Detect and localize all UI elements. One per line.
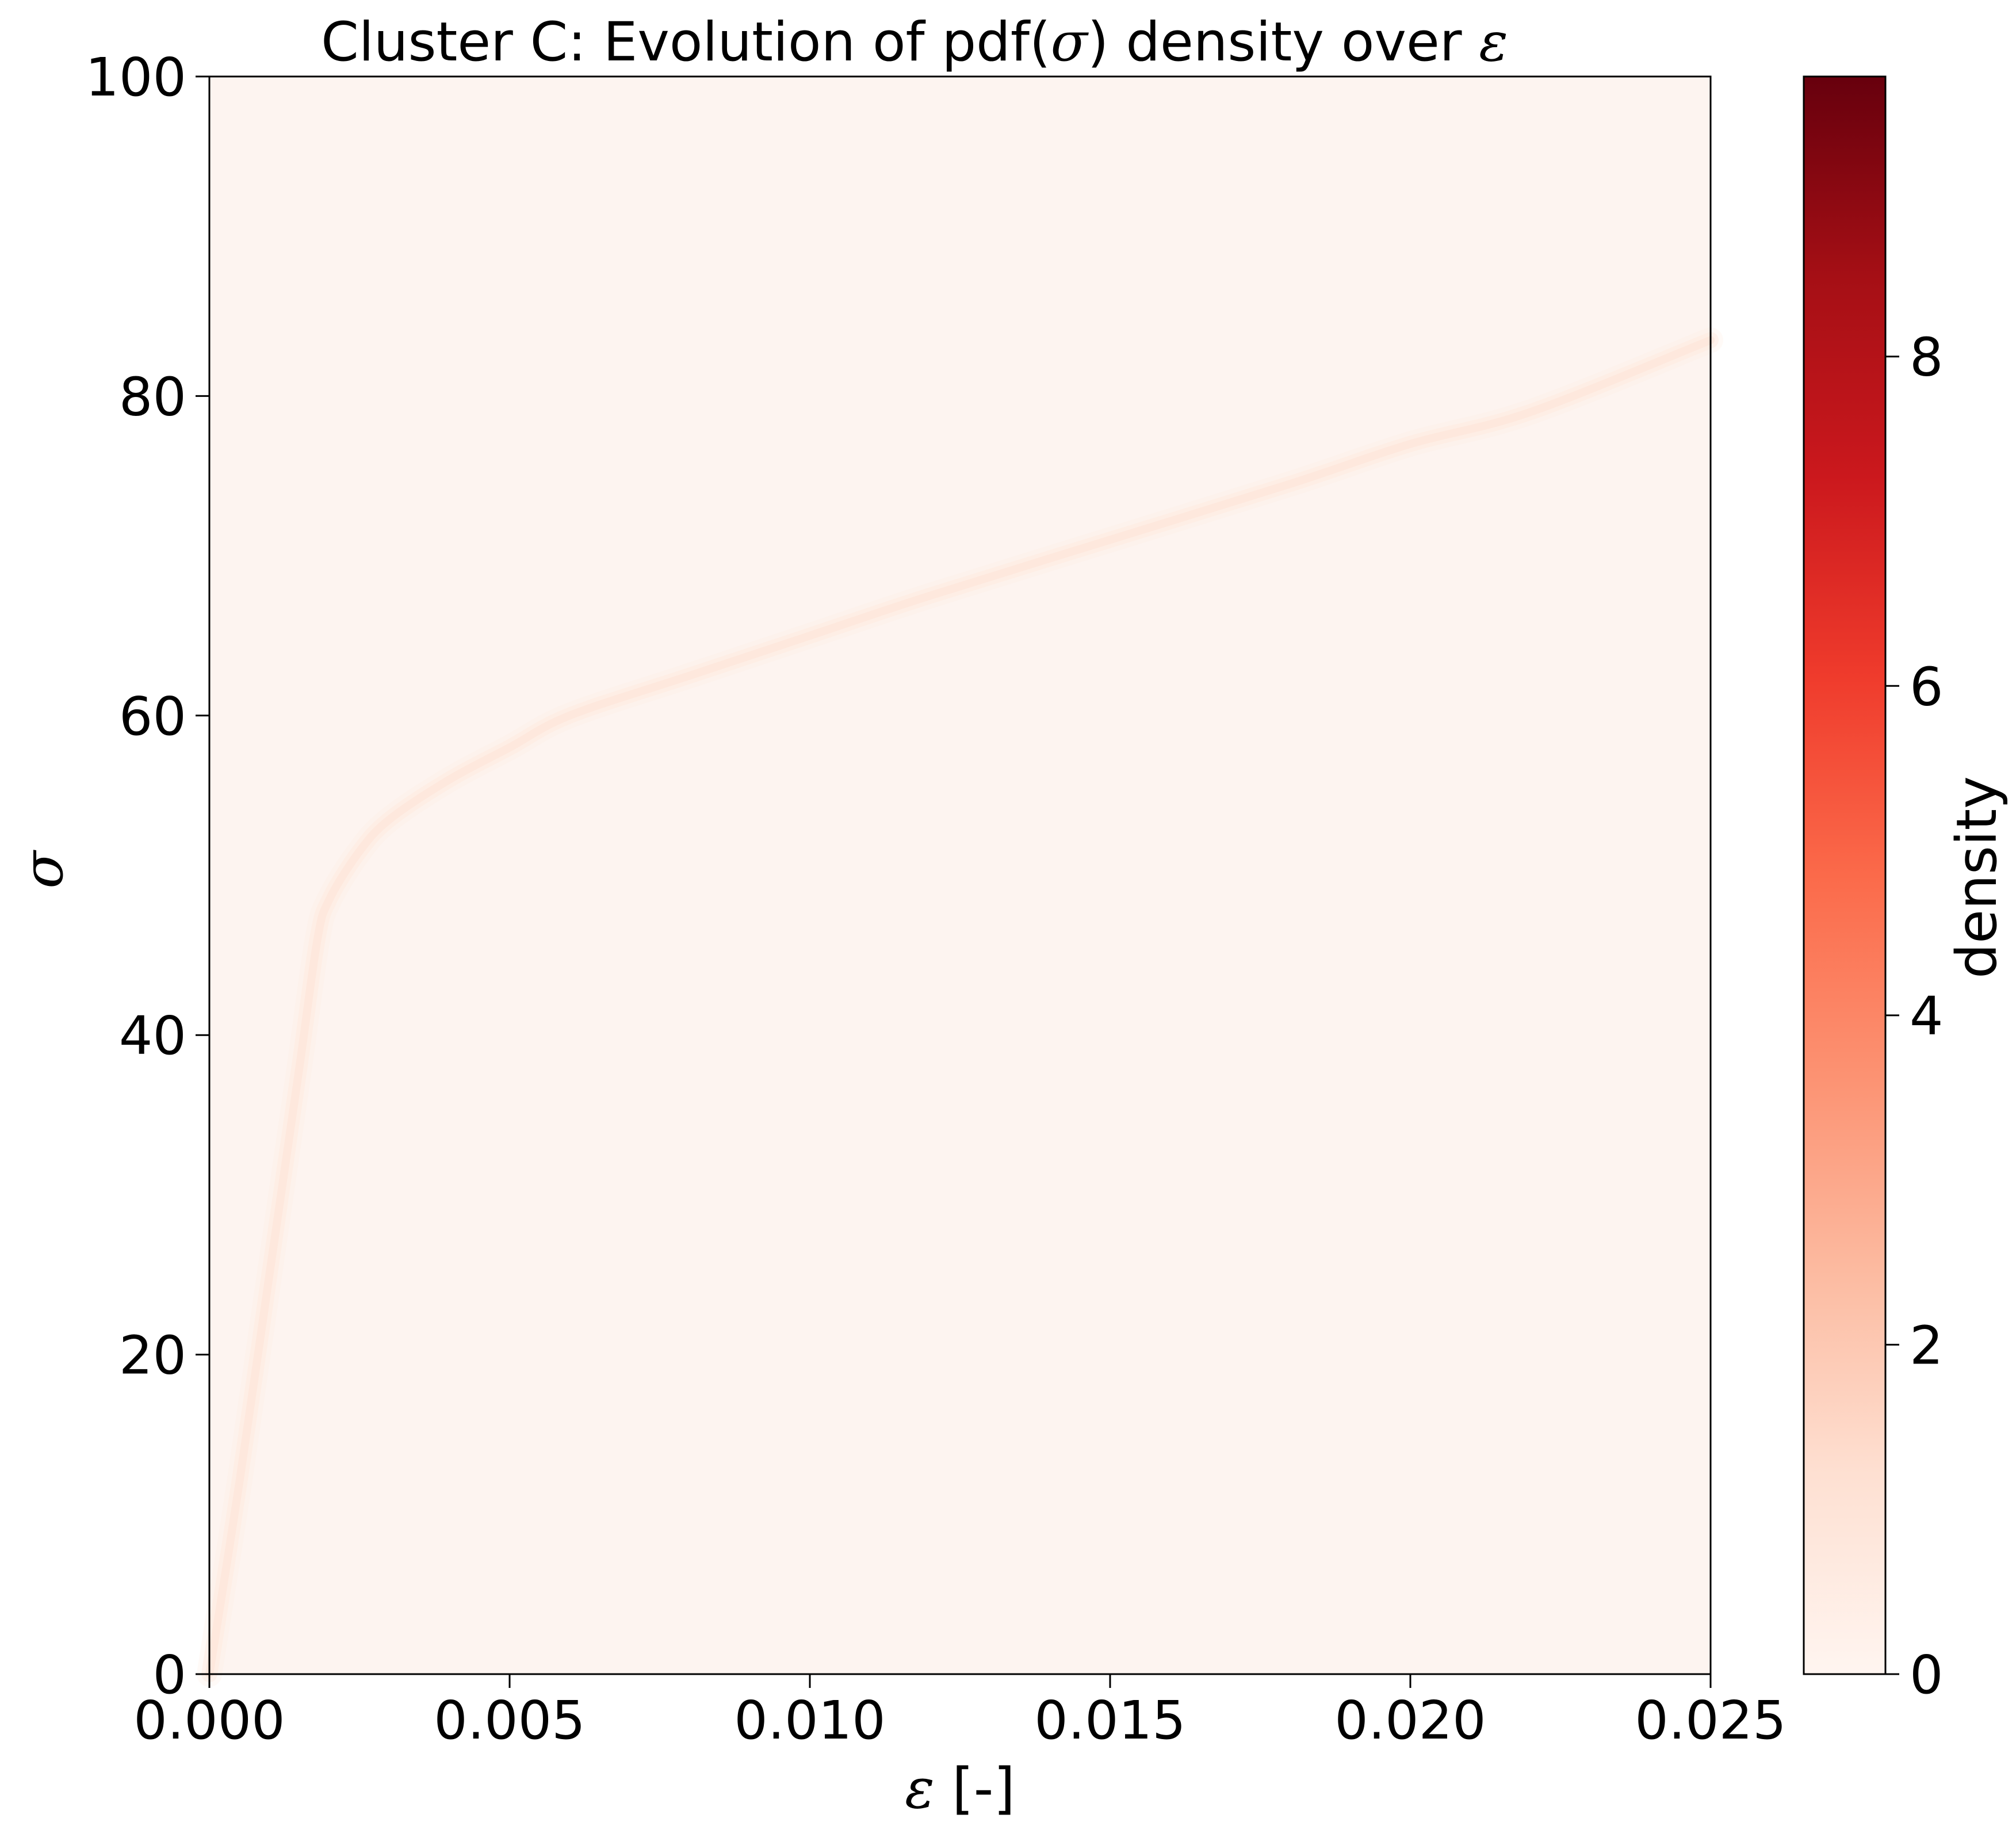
title-epsilon-symbol: ε [1479, 11, 1508, 74]
x-axis-epsilon-symbol: ε [905, 1756, 935, 1821]
colorbar-tick-label: 0 [1910, 1644, 1944, 1706]
y-tick-label: 40 [119, 1005, 186, 1067]
colorbar-tick-label: 6 [1910, 656, 1944, 717]
x-tick-label: 0.025 [1635, 1690, 1786, 1751]
y-axis-label: σ [11, 850, 75, 889]
y-tick-label: 80 [119, 366, 186, 427]
title-sigma-symbol: σ [1051, 11, 1089, 74]
y-tick-label: 20 [119, 1325, 186, 1386]
y-tick-label: 0 [152, 1644, 186, 1706]
chart-title: Cluster C: Evolution of pdf(σ) density o… [321, 11, 1508, 74]
title-middle: ) density over [1088, 11, 1479, 74]
y-tick-label: 60 [119, 686, 186, 747]
title-prefix: Cluster C: Evolution of pdf( [321, 11, 1050, 74]
x-axis-label: ε [-] [905, 1756, 1015, 1821]
y-tick-label: 100 [85, 47, 186, 108]
colorbar-frame [1803, 75, 1887, 1675]
x-tick-label: 0.010 [734, 1690, 885, 1751]
colorbar-tick-label: 4 [1910, 985, 1944, 1047]
colorbar-ticks: 0 2 4 6 8 [1885, 327, 1944, 1706]
colorbar-gradient [1804, 77, 1885, 1674]
x-tick-label: 0.000 [133, 1690, 285, 1751]
plot-area [197, 75, 1723, 1687]
colorbar: 0 2 4 6 8 density [1803, 75, 2009, 1706]
density-ridge [197, 327, 1723, 1687]
x-tick-label: 0.015 [1034, 1690, 1185, 1751]
colorbar-tick-label: 2 [1910, 1315, 1944, 1376]
colorbar-label: density [1945, 776, 2009, 979]
y-axis: 0 20 40 60 80 100 [85, 47, 209, 1706]
density-ridge-band-3 [205, 336, 1715, 1678]
x-axis-unit: [-] [935, 1756, 1015, 1821]
x-tick-label: 0.020 [1334, 1690, 1486, 1751]
heatmap-background [209, 77, 1711, 1674]
plot-frame [208, 75, 1712, 1675]
x-axis: 0.000 0.005 0.010 0.015 0.020 0.025 [133, 1674, 1787, 1751]
x-tick-label: 0.005 [434, 1690, 585, 1751]
colorbar-tick-label: 8 [1910, 327, 1944, 388]
